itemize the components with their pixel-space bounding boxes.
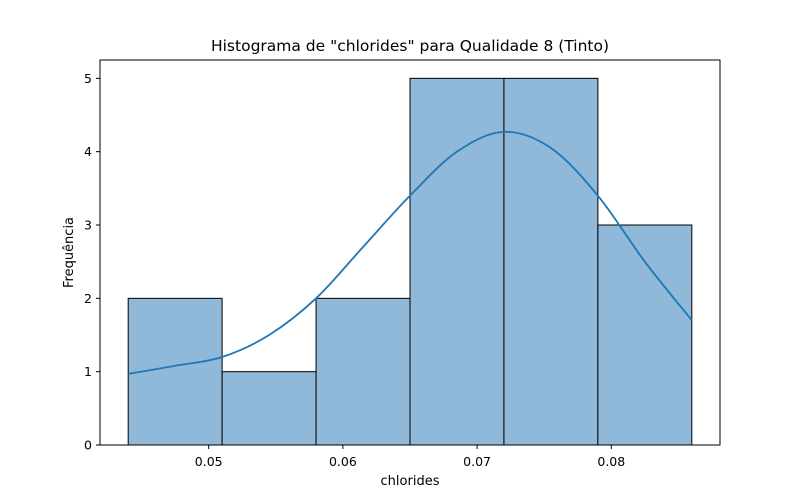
histogram-bar-3 [315, 297, 411, 446]
y-tick-label: 2 [84, 291, 92, 306]
histogram-bars [127, 77, 693, 446]
x-tick-label: 0.08 [597, 454, 625, 469]
chart-title: Histograma de "chlorides" para Qualidade… [211, 37, 609, 55]
plot-frame [99, 59, 721, 446]
y-axis-ticks: 0 1 2 3 4 5 [84, 71, 100, 453]
y-tick-label: 0 [84, 438, 92, 453]
x-axis-ticks: 0.05 0.06 0.07 0.08 [195, 445, 625, 469]
y-tick-label: 3 [84, 218, 92, 233]
histogram-bar-6 [597, 224, 693, 446]
y-tick-label: 4 [84, 144, 92, 159]
histogram-bar-5 [503, 77, 599, 446]
y-tick-label: 5 [84, 71, 92, 86]
y-axis-label: Frequência [62, 217, 77, 288]
histogram-bar-2 [221, 371, 317, 446]
histogram-bar-4 [409, 77, 505, 446]
x-axis-label: chlorides [381, 474, 440, 489]
y-tick-label: 1 [84, 364, 92, 379]
x-tick-label: 0.05 [195, 454, 223, 469]
plot-area: 0.05 0.06 0.07 0.08 0 1 2 3 4 5 [84, 59, 721, 469]
x-tick-label: 0.07 [463, 454, 491, 469]
x-tick-label: 0.06 [329, 454, 357, 469]
kde-curve [128, 130, 693, 375]
